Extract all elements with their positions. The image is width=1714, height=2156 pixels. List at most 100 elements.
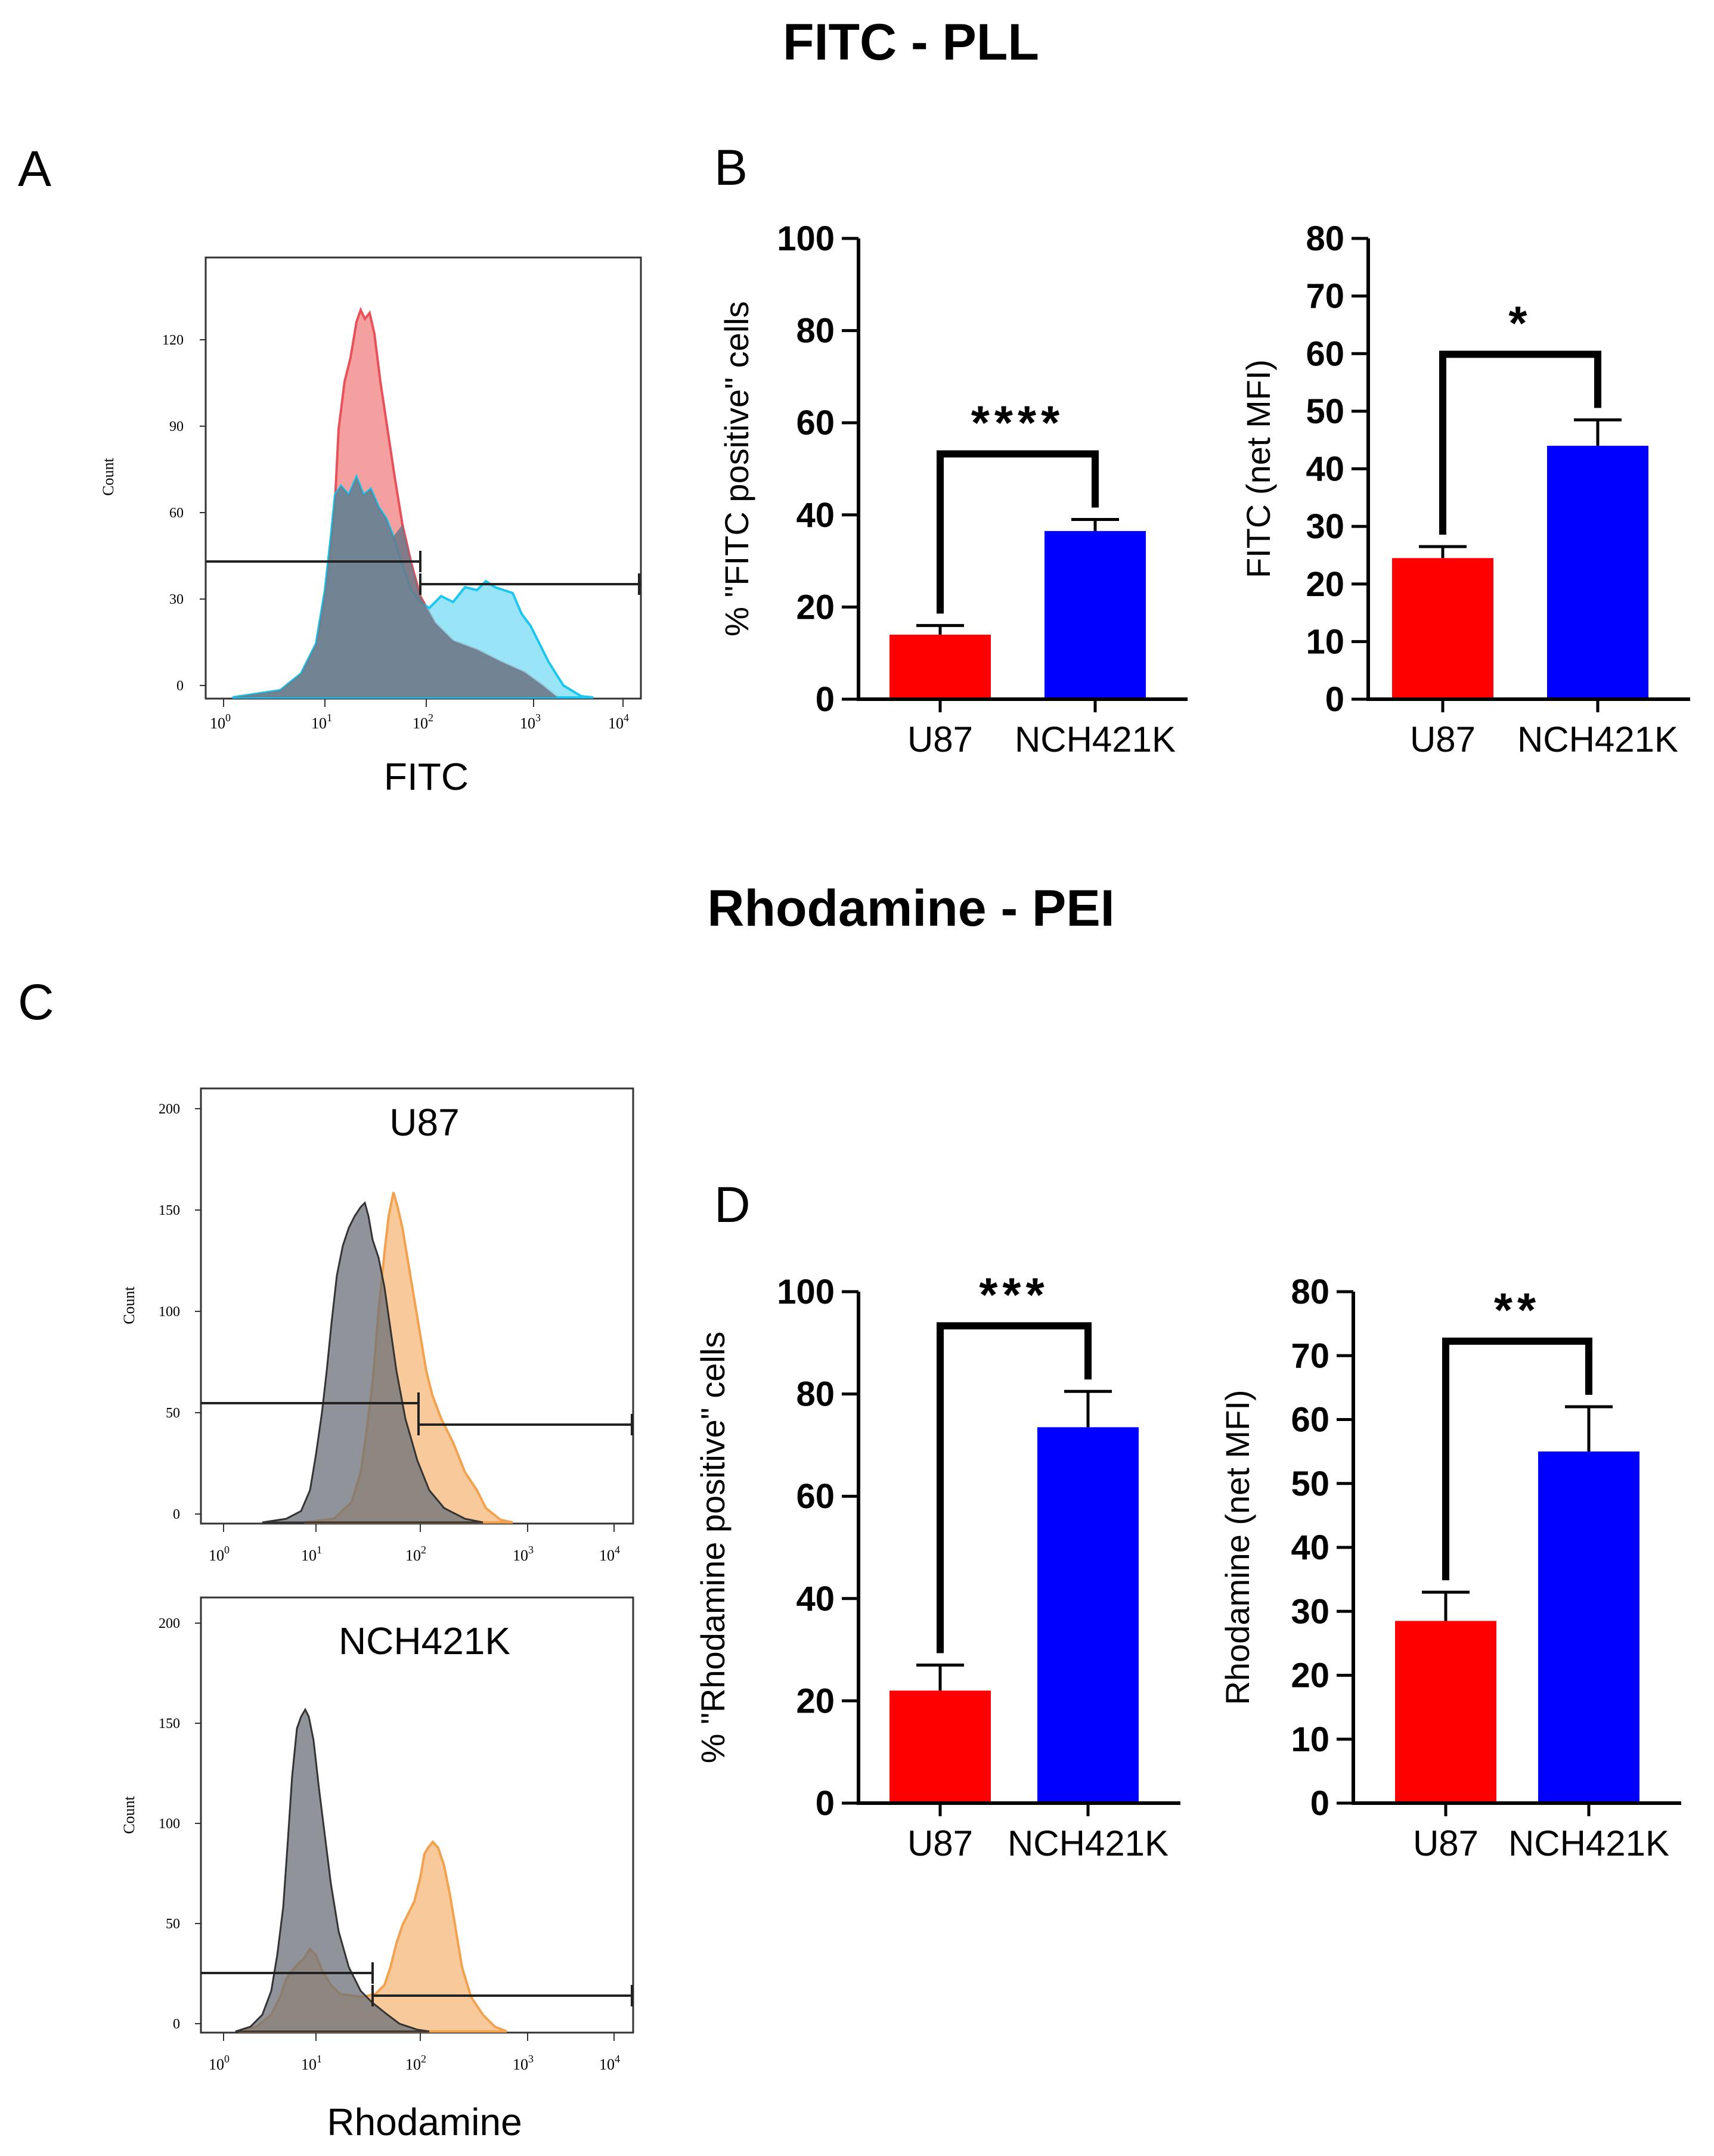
bar-chart-fitc-positive: U87 NCH421K 0 20 40 60 80 100 % "FITC positive" … — [718, 219, 1188, 759]
histogram-a-ytick-label: 90 — [169, 419, 184, 435]
y-tick-label-d-left: 20 — [796, 1682, 835, 1720]
bar-d-left-0 — [889, 1690, 991, 1803]
bar-b-left-0 — [889, 634, 991, 699]
bar-b-right-1 — [1547, 445, 1648, 699]
histogram-c2-control-curve — [235, 1707, 430, 2033]
panel-label-c: C — [18, 974, 54, 1030]
category-label-b-left-0: U87 — [907, 719, 973, 759]
y-tick-label-b-left: 100 — [777, 219, 835, 258]
histogram-c1-ytick-label: 0 — [173, 1507, 180, 1522]
histogram-a-xlabel: FITC — [384, 755, 469, 798]
y-tick-label-d-left: 60 — [796, 1477, 835, 1516]
y-tick-label-d-right: 20 — [1291, 1656, 1329, 1695]
significance-bracket-d-left — [937, 1322, 1092, 1654]
histogram-c2-xtick-label: 104 — [599, 2053, 620, 2073]
y-tick-label-b-left: 0 — [816, 680, 835, 719]
y-tick-label-b-right: 40 — [1306, 450, 1344, 489]
y-tick-label-b-left: 80 — [796, 312, 835, 350]
histogram-a-yaxis: 0 30 60 90 120 — [162, 333, 184, 694]
significance-label-b-left: **** — [971, 396, 1065, 449]
y-tick-label-d-left: 0 — [816, 1784, 835, 1823]
y-axis-label-b-right: FITC (net MFI) — [1239, 359, 1277, 578]
histogram-c1-ytick-label: 200 — [159, 1102, 180, 1117]
histogram-c1-ytick-label: 100 — [159, 1304, 180, 1320]
histogram-c2-ytick-label: 100 — [159, 1816, 180, 1832]
y-tick-label-d-right: 50 — [1291, 1465, 1329, 1503]
histogram-a-xtick-label: 104 — [608, 712, 629, 732]
histogram-a-ytick-label: 30 — [169, 592, 184, 607]
bar-b-left-1 — [1044, 531, 1146, 699]
y-tick-label-b-right: 30 — [1306, 507, 1344, 546]
histogram-a-overlap — [233, 477, 557, 697]
title-rhodamine-pei: Rhodamine - PEI — [707, 880, 1114, 937]
histogram-c2-xtick-label: 100 — [209, 2053, 230, 2073]
y-tick-label-b-right: 80 — [1306, 219, 1344, 258]
histogram-c1-xtick-label: 103 — [513, 1544, 534, 1564]
significance-label-d-right: ** — [1494, 1283, 1541, 1336]
histogram-a-ytick-label: 60 — [169, 505, 184, 521]
histogram-c1-ytick-label: 150 — [159, 1203, 180, 1218]
y-tick-label-d-right: 30 — [1291, 1592, 1329, 1631]
y-tick-label-b-left: 60 — [796, 404, 835, 442]
histogram-c1-xtick-label: 100 — [209, 1544, 230, 1564]
bar-d-right-0 — [1395, 1621, 1496, 1803]
histogram-c1-xtick-label: 104 — [599, 1544, 620, 1564]
y-tick-label-d-left: 80 — [796, 1375, 835, 1414]
y-tick-label-d-left: 100 — [777, 1273, 835, 1311]
histogram-a-ytick-label: 120 — [162, 333, 184, 348]
bar-chart-rhodamine-positive: U87 NCH421K 0 20 40 60 80 100 % "Rhodamine posit… — [694, 1268, 1180, 1863]
y-tick-label-b-left: 40 — [796, 496, 835, 535]
bar-d-right-1 — [1538, 1451, 1639, 1803]
histogram-c2-title: NCH421K — [339, 1620, 510, 1662]
histogram-a-ylabel: Count — [100, 457, 117, 495]
category-label-d-left-1: NCH421K — [1008, 1823, 1169, 1863]
histogram-c1-xtick-label: 101 — [301, 1544, 322, 1564]
histogram-c-nch421k: NCH421K 0 50 100 150 200 Count — [120, 1596, 634, 2143]
histogram-c1-ytick-label: 50 — [166, 1406, 180, 1421]
panel-label-a: A — [18, 141, 51, 197]
histogram-c1-title: U87 — [389, 1101, 459, 1144]
y-tick-label-d-left: 40 — [796, 1580, 835, 1618]
histogram-c2-xtick-label: 102 — [405, 2053, 426, 2073]
panel-label-d: D — [714, 1177, 751, 1233]
histogram-a-xtick-label: 103 — [520, 712, 541, 732]
histogram-a-xtick-label: 101 — [311, 712, 332, 732]
y-tick-label-d-right: 10 — [1291, 1720, 1329, 1759]
histogram-c2-ytick-label: 150 — [159, 1716, 180, 1732]
y-tick-label-d-right: 80 — [1291, 1273, 1329, 1311]
significance-bracket-b-left — [937, 450, 1099, 614]
y-tick-label-b-right: 0 — [1325, 680, 1344, 719]
histogram-c-u87: U87 0 50 100 150 200 Count — [120, 1087, 634, 1564]
histogram-c1-xtick-label: 102 — [405, 1544, 426, 1564]
y-tick-label-d-right: 0 — [1310, 1784, 1329, 1823]
histogram-c1-ylabel: Count — [120, 1286, 138, 1324]
histogram-a-ytick-label: 0 — [176, 678, 184, 694]
y-tick-label-b-right: 50 — [1306, 392, 1344, 431]
significance-label-b-right: * — [1508, 296, 1532, 349]
y-tick-label-d-right: 70 — [1291, 1336, 1329, 1375]
y-axis-label-d-right: Rhodamine (net MFI) — [1219, 1389, 1256, 1705]
y-tick-label-b-right: 20 — [1306, 565, 1344, 604]
category-label-b-right-1: NCH421K — [1517, 719, 1678, 759]
histogram-c2-ytick-label: 0 — [173, 2017, 180, 2032]
y-tick-label-d-right: 60 — [1291, 1401, 1329, 1440]
histogram-c1-control-curve — [262, 1201, 483, 1524]
bar-b-right-0 — [1392, 558, 1493, 699]
y-axis-label-b-left: % "FITC positive" cells — [718, 301, 755, 637]
title-fitc-pll: FITC - PLL — [783, 14, 1039, 71]
histogram-a-xtick-label: 100 — [210, 712, 231, 732]
significance-bracket-d-right — [1442, 1338, 1592, 1581]
histogram-c2-ylabel: Count — [120, 1795, 138, 1834]
histogram-a-xtick-label: 102 — [413, 712, 433, 732]
bar-chart-rhodamine-mfi: U87 NCH421K 0 10 20 30 40 50 60 70 80 Rhodamine (ne… — [1219, 1273, 1681, 1863]
histogram-c2-ytick-label: 200 — [159, 1616, 180, 1631]
bar-d-left-1 — [1037, 1427, 1139, 1803]
category-label-d-right-1: NCH421K — [1508, 1823, 1669, 1863]
histogram-a: 0 30 60 90 120 Count 100 101 102 103 — [100, 256, 642, 798]
category-label-b-right-0: U87 — [1410, 719, 1476, 759]
category-label-b-left-1: NCH421K — [1015, 719, 1176, 759]
y-tick-label-b-right: 10 — [1306, 622, 1344, 661]
y-tick-label-b-left: 20 — [796, 588, 835, 626]
y-tick-label-d-right: 40 — [1291, 1528, 1329, 1567]
